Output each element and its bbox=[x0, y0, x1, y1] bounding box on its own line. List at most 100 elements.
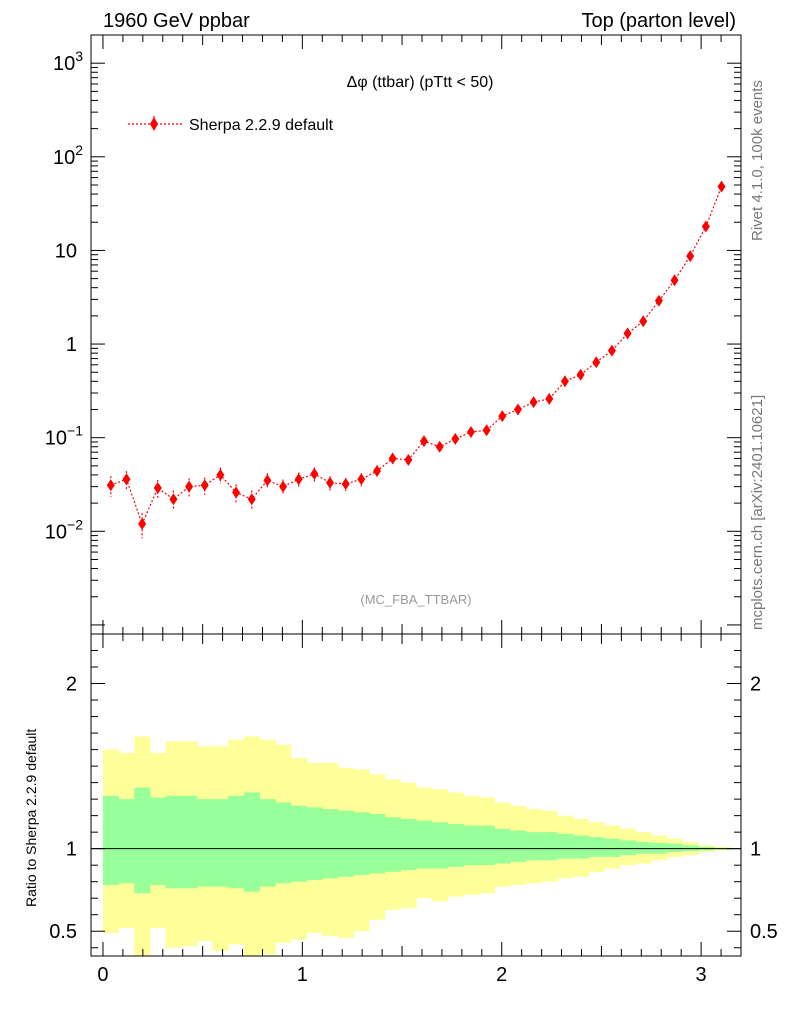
data-point bbox=[498, 410, 507, 423]
x-tick-label: 1 bbox=[297, 964, 308, 986]
data-point bbox=[701, 220, 710, 233]
ratio-green-band-bin bbox=[165, 795, 182, 889]
y-tick-label: 102 bbox=[53, 142, 83, 169]
data-point bbox=[607, 344, 616, 357]
data-point bbox=[545, 392, 554, 405]
data-point bbox=[639, 315, 648, 328]
ratio-green-band-bin bbox=[572, 835, 589, 859]
legend-label: Sherpa 2.2.9 default bbox=[189, 117, 334, 134]
ratio-y-tick-label-right: 2 bbox=[750, 674, 761, 696]
data-point bbox=[185, 480, 194, 493]
y-tick-label: 10−2 bbox=[45, 516, 83, 543]
x-tick-label: 0 bbox=[97, 964, 108, 986]
ratio-green-band-bin bbox=[228, 795, 245, 889]
data-point bbox=[670, 274, 679, 287]
ratio-green-band-bin bbox=[494, 828, 511, 864]
ratio-y-tick-label: 2 bbox=[66, 674, 77, 696]
ratio-green-band-bin bbox=[243, 792, 261, 892]
ratio-y-tick-label-right: 1 bbox=[750, 839, 761, 861]
ratio-green-band-bin bbox=[118, 799, 135, 884]
ratio-green-band-bin bbox=[102, 795, 120, 885]
data-point bbox=[686, 250, 695, 263]
data-point bbox=[294, 473, 303, 486]
ratio-green-band-bin bbox=[400, 818, 417, 871]
ratio-green-band-bin bbox=[149, 797, 167, 885]
data-point bbox=[138, 517, 147, 530]
data-point bbox=[654, 294, 663, 307]
data-point bbox=[232, 486, 241, 499]
ratio-green-band-bin bbox=[337, 810, 355, 877]
y-tick-label: 103 bbox=[53, 48, 83, 75]
data-point bbox=[106, 479, 115, 492]
ratio-green-band-bin bbox=[416, 820, 433, 869]
ratio-green-band-bin bbox=[588, 837, 605, 857]
ratio-green-band-bin bbox=[666, 843, 683, 852]
data-point bbox=[466, 425, 475, 438]
x-tick-label: 3 bbox=[696, 964, 707, 986]
x-tick-label: 2 bbox=[496, 964, 507, 986]
main-panel: 10−2 10−1 1 10 102 103 bbox=[45, 34, 742, 635]
ratio-green-band-bin bbox=[431, 822, 448, 869]
data-point bbox=[529, 396, 538, 409]
data-point bbox=[419, 435, 428, 448]
y-tick-label: 10−1 bbox=[45, 423, 83, 450]
ratio-green-band-bin bbox=[447, 823, 464, 867]
data-point bbox=[153, 482, 162, 495]
data-point bbox=[513, 403, 522, 416]
data-point bbox=[576, 368, 585, 381]
watermark: (MC_FBA_TTBAR) bbox=[360, 592, 471, 607]
series-line bbox=[110, 186, 723, 526]
ratio-green-band-bin bbox=[635, 842, 652, 854]
plot-title: Δφ (ttbar) (pTtt < 50) bbox=[347, 74, 494, 91]
data-point bbox=[373, 465, 381, 478]
ratio-y-tick-label-right: 0.5 bbox=[750, 921, 778, 943]
ratio-green-band-bin bbox=[369, 813, 386, 874]
data-point bbox=[341, 478, 350, 491]
ratio-green-band-bin bbox=[290, 805, 308, 882]
mcplots-label: mcplots.cern.ch [arXiv:2401.10621] bbox=[749, 395, 766, 630]
data-point bbox=[200, 479, 209, 492]
ratio-green-band-bin bbox=[275, 802, 292, 884]
data-point bbox=[263, 474, 272, 487]
legend: Sherpa 2.2.9 default bbox=[128, 116, 334, 134]
header-left-title: 1960 GeV ppbar bbox=[103, 10, 250, 32]
ratio-green-band-bin bbox=[212, 799, 229, 887]
data-point bbox=[326, 476, 335, 489]
ratio-green-band-bin bbox=[557, 833, 574, 859]
ratio-frame bbox=[90, 633, 742, 957]
ratio-green-band-bin bbox=[353, 812, 370, 876]
ratio-green-band-bin bbox=[541, 832, 558, 861]
data-point bbox=[623, 327, 632, 340]
ratio-green-band-bin bbox=[619, 840, 636, 856]
ratio-green-band-bin bbox=[463, 825, 480, 866]
ratio-green-band-bin bbox=[525, 832, 542, 861]
ratio-green-band-bin bbox=[478, 825, 495, 866]
ratio-y-tick-label: 0.5 bbox=[49, 921, 77, 943]
data-point bbox=[279, 480, 288, 493]
data-point bbox=[435, 440, 444, 453]
ratio-green-band-bin bbox=[259, 799, 276, 887]
data-point bbox=[247, 493, 256, 506]
rivet-label: Rivet 4.1.0, 100k events bbox=[749, 80, 766, 241]
ratio-panel: 0 1 2 3 0.5 0.5 1 1 2 2 bbox=[49, 633, 778, 986]
ratio-green-band-bin bbox=[181, 795, 198, 889]
data-point bbox=[451, 432, 460, 445]
legend-marker bbox=[150, 117, 158, 131]
data-point bbox=[357, 473, 366, 486]
data-point bbox=[310, 467, 319, 480]
data-point bbox=[122, 473, 131, 486]
data-point bbox=[717, 180, 726, 193]
data-point bbox=[216, 468, 225, 481]
y-tick-label: 1 bbox=[66, 334, 77, 356]
data-point bbox=[592, 356, 601, 369]
y-tick-label: 10 bbox=[55, 240, 77, 262]
ratio-green-band-bin bbox=[384, 817, 401, 872]
data-point bbox=[169, 493, 178, 506]
data-point bbox=[482, 424, 491, 437]
ratio-green-band-bin bbox=[306, 807, 323, 881]
ratio-green-band-bin bbox=[196, 799, 214, 887]
ratio-green-band-bin bbox=[322, 809, 339, 879]
ratio-ylabel: Ratio to Sherpa 2.2.9 default bbox=[23, 729, 39, 907]
data-point bbox=[560, 375, 569, 388]
